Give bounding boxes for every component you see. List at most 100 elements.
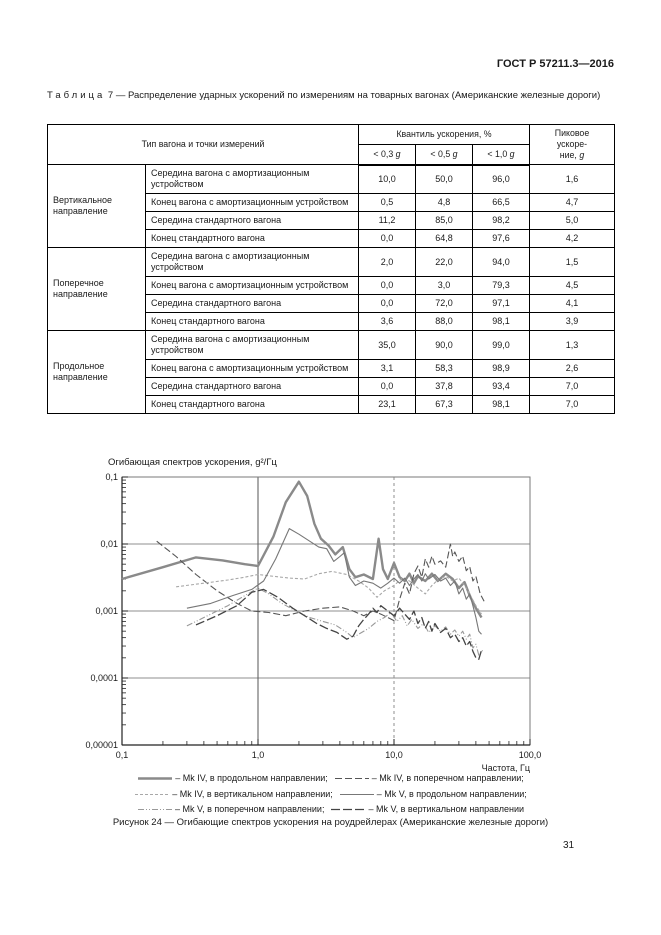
header-peak-line3: ние, bbox=[559, 150, 577, 160]
value-cell: 0,0 bbox=[358, 229, 416, 248]
value-cell: 64,8 bbox=[415, 229, 473, 248]
table-caption-word: Таблица bbox=[47, 90, 106, 101]
table-row: Конец вагона с амортизационным устройств… bbox=[48, 276, 615, 295]
table-row: Конец вагона с амортизационным устройств… bbox=[48, 359, 615, 378]
value-cell: 0,0 bbox=[358, 276, 416, 295]
y-tick-label: 0,01 bbox=[100, 539, 118, 549]
value-cell: 96,0 bbox=[472, 164, 530, 194]
measurement-point-label: Середина вагона с амортизационным устрой… bbox=[145, 247, 359, 277]
legend-item-mkiv-vertical: – Mk IV, в вертикальном направлении; bbox=[134, 787, 333, 803]
x-tick-label: 100,0 bbox=[519, 750, 542, 760]
value-cell: 50,0 bbox=[415, 164, 473, 194]
value-cell: 1,5 bbox=[529, 247, 615, 277]
legend-row: – Mk IV, в продольном направлении; – Mk … bbox=[0, 771, 661, 787]
series-mkv-lateral bbox=[186, 587, 484, 656]
measurement-point-label: Середина стандартного вагона bbox=[145, 294, 359, 313]
value-cell: 23,1 bbox=[358, 395, 416, 414]
direction-group-label: Продольное направление bbox=[47, 330, 146, 414]
legend-row: – Mk V, в поперечном направлении; – Mk V… bbox=[0, 802, 661, 818]
value-cell: 0,0 bbox=[358, 377, 416, 396]
value-cell: 2,6 bbox=[529, 359, 615, 378]
value-cell: 1,3 bbox=[529, 330, 615, 360]
page-number: 31 bbox=[563, 840, 575, 851]
legend-line-sample-icon bbox=[334, 778, 369, 780]
chart-xlabel: Частота, Гц bbox=[482, 763, 530, 773]
value-cell: 37,8 bbox=[415, 377, 473, 396]
value-cell: 5,0 bbox=[529, 211, 615, 230]
legend-label: – Mk IV, в поперечном направлении; bbox=[371, 773, 524, 783]
x-tick-label: 0,1 bbox=[116, 750, 129, 760]
y-tick-label: 0,0001 bbox=[90, 673, 118, 683]
measurement-point-label: Середина стандартного вагона bbox=[145, 377, 359, 396]
legend-line-sample-icon bbox=[331, 809, 366, 811]
value-cell: 7,0 bbox=[529, 395, 615, 414]
table-row: Конец стандартного вагона 0,0 64,8 97,6 4,2 bbox=[48, 229, 615, 248]
g-symbol: g bbox=[395, 148, 401, 159]
table-subheader-row: < 0,3 g < 0,5 g < 1,0 g bbox=[48, 143, 615, 166]
value-cell: 58,3 bbox=[415, 359, 473, 378]
value-cell: 98,9 bbox=[472, 359, 530, 378]
value-cell: 3,0 bbox=[415, 276, 473, 295]
legend-line-sample-icon bbox=[135, 793, 170, 795]
table-caption: Таблица 7 — Распределение ударных ускоре… bbox=[47, 90, 614, 102]
legend-label: – Mk V, в поперечном направлении; bbox=[174, 804, 325, 814]
measurement-point-label: Конец стандартного вагона bbox=[145, 229, 359, 248]
table-body: Вертикальное направление Середина вагона … bbox=[47, 164, 615, 414]
table-row: Конец стандартного вагона 23,1 67,3 98,1 7,0 bbox=[48, 395, 615, 414]
value-cell: 7,0 bbox=[529, 377, 615, 396]
measurement-point-label: Конец вагона с амортизационным устройств… bbox=[145, 276, 359, 295]
value-cell: 3,1 bbox=[358, 359, 416, 378]
header-lt-05g-text: < 0,5 bbox=[430, 148, 451, 159]
value-cell: 1,6 bbox=[529, 164, 615, 194]
value-cell: 72,0 bbox=[415, 294, 473, 313]
value-cell: 85,0 bbox=[415, 211, 473, 230]
header-lt-05g: < 0,5 g bbox=[415, 143, 473, 166]
value-cell: 97,6 bbox=[472, 229, 530, 248]
measurement-point-label: Середина вагона с амортизационным устрой… bbox=[145, 330, 359, 360]
measurement-point-label: Конец стандартного вагона bbox=[145, 395, 359, 414]
figure-caption: Рисунок 24 — Огибающие спектров ускорени… bbox=[112, 817, 549, 828]
table-head: Тип вагона и точки измерений Квантиль ус… bbox=[47, 124, 615, 166]
value-cell: 90,0 bbox=[415, 330, 473, 360]
series-mkv-longitudinal bbox=[186, 528, 482, 635]
value-cell: 4,5 bbox=[529, 276, 615, 295]
table-row: Середина стандартного вагона 0,0 72,0 97,1 4… bbox=[48, 294, 615, 313]
value-cell: 10,0 bbox=[358, 164, 416, 194]
y-tick-label: 0,1 bbox=[105, 472, 118, 482]
value-cell: 4,1 bbox=[529, 294, 615, 313]
header-lt-03g: < 0,3 g bbox=[358, 143, 416, 166]
document-header: ГОСТ Р 57211.3—2016 bbox=[496, 58, 614, 70]
legend-item-mkiv-longitudinal: – Mk IV, в продольном направлении; bbox=[137, 771, 328, 787]
header-lt-03g-text: < 0,3 bbox=[373, 148, 394, 159]
value-cell: 3,6 bbox=[358, 312, 416, 331]
header-peak-line2: ускоре- bbox=[556, 139, 588, 149]
header-type: Тип вагона и точки измерений bbox=[47, 124, 359, 165]
table-caption-text: — Распределение ударных ускорений по изм… bbox=[115, 90, 601, 101]
figure-24-chart: 0,1 0,01 0,001 0,0001 0,00001 0,1 1,0 10,0 100,0… bbox=[0, 452, 661, 774]
value-cell: 99,0 bbox=[472, 330, 530, 360]
value-cell: 98,1 bbox=[472, 395, 530, 414]
measurement-point-label: Конец стандартного вагона bbox=[145, 312, 359, 331]
value-cell: 4,7 bbox=[529, 193, 615, 212]
measurement-point-label: Конец вагона с амортизационным устройств… bbox=[145, 193, 359, 212]
legend-line-sample-icon bbox=[339, 793, 374, 795]
shock-acceleration-table: Тип вагона и точки измерений Квантиль ус… bbox=[47, 124, 615, 414]
value-cell: 66,5 bbox=[472, 193, 530, 212]
value-cell: 79,3 bbox=[472, 276, 530, 295]
header-lt-10g: < 1,0 g bbox=[472, 143, 530, 166]
g-symbol: g bbox=[509, 148, 515, 159]
measurement-point-label: Конец вагона с амортизационным устройств… bbox=[145, 359, 359, 378]
value-cell: 4,2 bbox=[529, 229, 615, 248]
measurement-point-label: Середина стандартного вагона bbox=[145, 211, 359, 230]
legend-row: – Mk IV, в вертикальном направлении; – M… bbox=[0, 787, 661, 803]
value-cell: 4,8 bbox=[415, 193, 473, 212]
table-caption-number: 7 bbox=[107, 90, 114, 101]
value-cell: 98,2 bbox=[472, 211, 530, 230]
y-tick-label: 0,00001 bbox=[85, 740, 118, 750]
value-cell: 93,4 bbox=[472, 377, 530, 396]
chart-ylabel: Огибающая спектров ускорения, g²/Гц bbox=[108, 457, 277, 468]
value-cell: 97,1 bbox=[472, 294, 530, 313]
legend-label: – Mk IV, в вертикальном направлении; bbox=[172, 788, 333, 799]
